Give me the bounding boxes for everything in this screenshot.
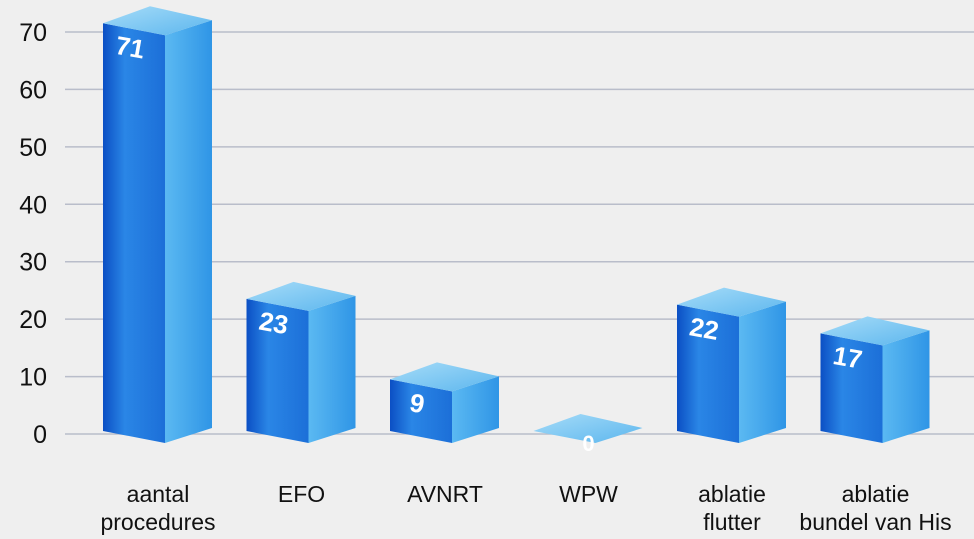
value-label: 71: [113, 30, 147, 65]
bar-side: [308, 295, 356, 443]
y-tick-label: 70: [19, 19, 47, 47]
bar-top: [820, 316, 930, 346]
x-tick-label: EFO: [277, 481, 326, 507]
x-tick-label: AVNRT: [407, 481, 483, 507]
bar-top: [533, 414, 643, 443]
value-label: 23: [257, 306, 291, 341]
bar-side: [882, 330, 930, 443]
bar-front: [246, 298, 309, 443]
bar: [246, 281, 356, 443]
bar-side: [452, 376, 499, 443]
bar-side: [739, 301, 786, 443]
bar: [820, 316, 930, 443]
value-label: 9: [407, 387, 426, 419]
bar: [677, 287, 786, 443]
bar-front: [677, 304, 739, 443]
bar: [533, 414, 643, 443]
bar: [390, 362, 499, 443]
bar-side: [165, 20, 212, 444]
bar-top: [390, 362, 499, 392]
x-tick-label: aantal procedures: [100, 481, 216, 535]
bar-front: [103, 23, 165, 444]
x-tick-label: ablatie bundel van His: [799, 481, 952, 535]
value-label: 22: [687, 311, 721, 346]
x-tick-label: WPW: [559, 481, 618, 507]
y-tick-label: 40: [19, 191, 47, 219]
y-tick-label: 60: [19, 76, 47, 104]
x-tick-label: ablatie flutter: [698, 481, 766, 535]
bar-top: [103, 6, 212, 36]
bar-top: [677, 287, 786, 317]
y-tick-label: 20: [19, 306, 47, 334]
bar-top: [246, 281, 356, 311]
bar-front: [390, 379, 452, 443]
y-tick-label: 0: [33, 421, 47, 449]
value-label: 17: [831, 340, 865, 375]
y-tick-label: 50: [19, 134, 47, 162]
bar-front: [820, 333, 883, 443]
y-tick-label: 30: [19, 249, 47, 277]
y-tick-label: 10: [19, 364, 47, 392]
bar: [103, 6, 212, 444]
value-label: 0: [582, 431, 594, 456]
